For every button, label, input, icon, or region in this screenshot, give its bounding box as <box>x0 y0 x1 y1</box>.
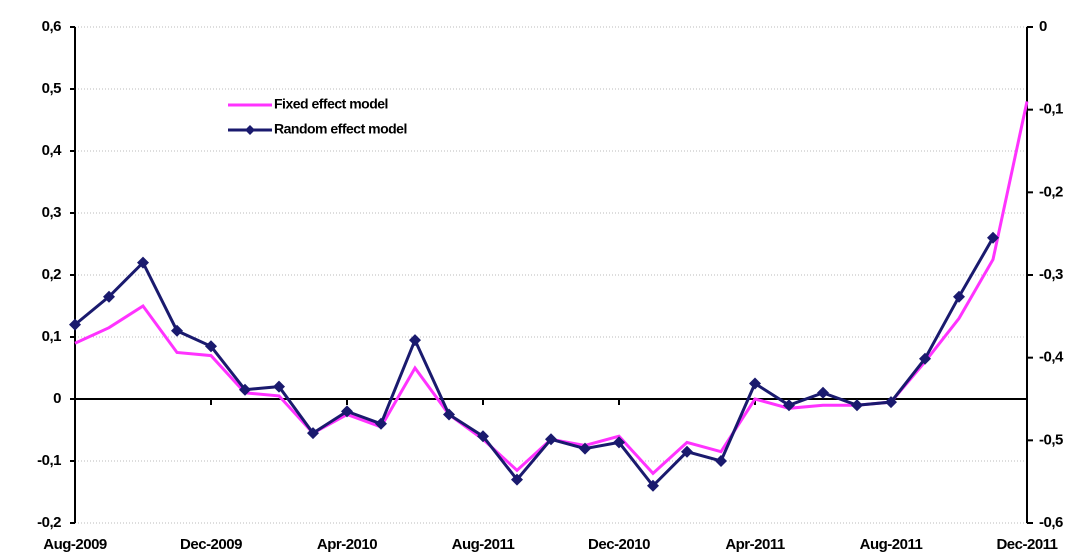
x-tick-label: Dec-2010 <box>588 536 650 553</box>
y-tick-label: 0 <box>53 390 61 407</box>
data-point <box>341 405 353 418</box>
y2-tick-label: 0 <box>1039 18 1047 35</box>
y-tick-label: -0,2 <box>37 514 61 531</box>
y-tick-label: 0,4 <box>42 142 63 159</box>
data-point <box>579 442 591 455</box>
y2-tick-label: -0,2 <box>1039 183 1063 200</box>
data-point <box>511 473 523 486</box>
y2-tick-label: -0,3 <box>1039 266 1063 283</box>
data-point <box>919 352 931 365</box>
data-point <box>783 399 795 412</box>
y2-tick-label: -0,1 <box>1039 101 1063 118</box>
legend-marker <box>245 125 255 135</box>
legend-label: Fixed effect model <box>274 96 388 112</box>
data-point <box>953 290 965 303</box>
data-point <box>647 479 659 492</box>
data-point <box>375 417 387 430</box>
data-point <box>987 231 999 244</box>
data-point <box>715 455 727 467</box>
y2-tick-label: -0,6 <box>1039 514 1063 531</box>
y2-tick-label: -0,5 <box>1039 431 1063 448</box>
series-line <box>74 237 995 489</box>
data-point <box>171 324 183 337</box>
y-tick-label: 0,3 <box>42 204 62 221</box>
data-point <box>477 430 489 443</box>
x-tick-label: Apr-2010 <box>317 536 377 553</box>
y2-tick-label: -0,4 <box>1039 349 1064 366</box>
data-point <box>749 377 761 390</box>
series-line <box>74 101 1029 476</box>
data-point <box>409 334 421 347</box>
x-tick-label: Dec-2009 <box>180 536 242 553</box>
x-tick-label: Dec-2011 <box>996 536 1057 553</box>
data-point <box>307 427 319 440</box>
data-point <box>817 386 829 399</box>
data-point <box>613 436 625 449</box>
y-tick-label: 0,2 <box>42 266 62 283</box>
data-point <box>443 408 455 421</box>
x-tick-label: Aug-2009 <box>43 536 107 553</box>
x-tick-label: Aug-2011 <box>452 536 515 553</box>
data-point <box>885 396 897 409</box>
data-point <box>137 256 149 269</box>
data-point <box>239 383 251 396</box>
y-tick-label: 0,5 <box>42 80 62 97</box>
data-point <box>103 290 115 303</box>
y-tick-label: 0,6 <box>42 18 62 35</box>
data-point <box>205 340 217 353</box>
x-tick-label: Apr-2011 <box>725 536 785 553</box>
data-point <box>681 445 693 458</box>
legend-label: Random effect model <box>274 121 407 137</box>
data-point <box>273 380 285 393</box>
data-point <box>851 399 863 412</box>
x-tick-label: Aug-2011 <box>860 536 923 553</box>
y-tick-label: -0,1 <box>37 452 61 469</box>
y-tick-label: 0,1 <box>42 328 62 345</box>
data-point <box>545 433 557 446</box>
data-point <box>69 318 81 331</box>
